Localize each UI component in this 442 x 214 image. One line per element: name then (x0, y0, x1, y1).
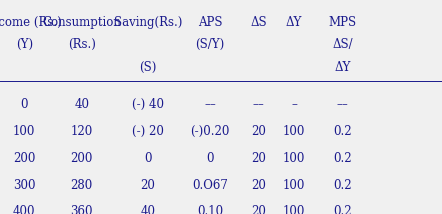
Text: APS: APS (198, 16, 222, 29)
Text: ΔS: ΔS (250, 16, 267, 29)
Text: 120: 120 (71, 125, 93, 138)
Text: ––: –– (204, 98, 216, 111)
Text: 0: 0 (206, 152, 213, 165)
Text: 280: 280 (71, 179, 93, 192)
Text: ––: –– (337, 98, 348, 111)
Text: 20: 20 (251, 125, 266, 138)
Text: (-)0.20: (-)0.20 (190, 125, 230, 138)
Text: –: – (291, 98, 297, 111)
Text: 100: 100 (13, 125, 35, 138)
Text: Consumption: Consumption (42, 16, 121, 29)
Text: 0.2: 0.2 (333, 125, 352, 138)
Text: 20: 20 (251, 152, 266, 165)
Text: ––: –– (253, 98, 264, 111)
Text: 0.2: 0.2 (333, 152, 352, 165)
Text: 40: 40 (74, 98, 89, 111)
Text: Income (Rs.): Income (Rs.) (0, 16, 62, 29)
Text: Saving(Rs.): Saving(Rs.) (114, 16, 182, 29)
Text: 100: 100 (283, 125, 305, 138)
Text: 20: 20 (141, 179, 156, 192)
Text: 0: 0 (21, 98, 28, 111)
Text: (-) 20: (-) 20 (132, 125, 164, 138)
Text: 300: 300 (13, 179, 35, 192)
Text: 200: 200 (13, 152, 35, 165)
Text: 20: 20 (251, 205, 266, 214)
Text: 400: 400 (13, 205, 35, 214)
Text: 100: 100 (283, 152, 305, 165)
Text: MPS: MPS (328, 16, 357, 29)
Text: (Y): (Y) (16, 39, 33, 51)
Text: ΔY: ΔY (286, 16, 302, 29)
Text: 0: 0 (145, 152, 152, 165)
Text: ΔS/: ΔS/ (332, 39, 353, 51)
Text: 0.2: 0.2 (333, 205, 352, 214)
Text: 0.O67: 0.O67 (192, 179, 228, 192)
Text: 20: 20 (251, 179, 266, 192)
Text: 40: 40 (141, 205, 156, 214)
Text: (-) 40: (-) 40 (132, 98, 164, 111)
Text: 0.2: 0.2 (333, 179, 352, 192)
Text: (S): (S) (139, 61, 157, 74)
Text: 100: 100 (283, 179, 305, 192)
Text: 200: 200 (71, 152, 93, 165)
Text: ΔY: ΔY (334, 61, 351, 74)
Text: (Rs.): (Rs.) (68, 39, 96, 51)
Text: 0.10: 0.10 (197, 205, 223, 214)
Text: 100: 100 (283, 205, 305, 214)
Text: (S/Y): (S/Y) (195, 39, 225, 51)
Text: 360: 360 (71, 205, 93, 214)
